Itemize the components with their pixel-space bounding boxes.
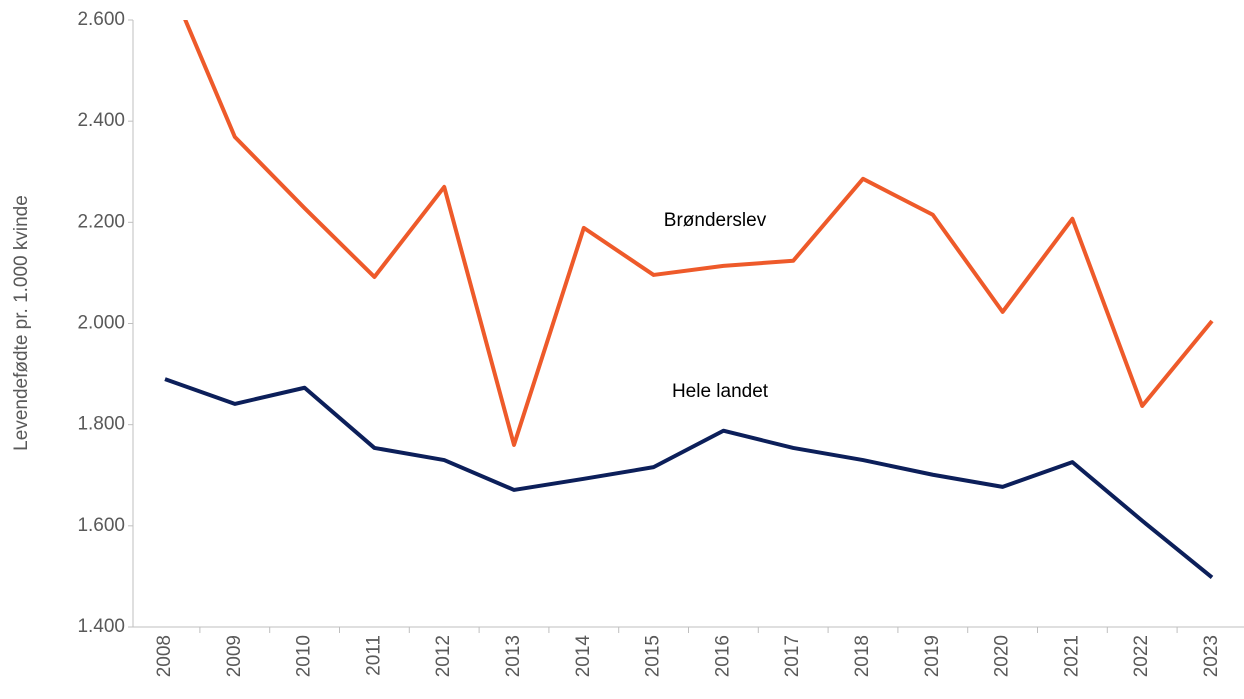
- y-tick-label: 2.400: [77, 110, 125, 131]
- y-tick-label: 1.400: [77, 616, 125, 637]
- x-tick-label: 2011: [363, 635, 384, 676]
- x-tick-label: 2013: [503, 635, 524, 677]
- series-line: [183, 20, 1214, 447]
- x-tick-label: 2022: [1131, 635, 1152, 677]
- y-tick-label: 2.000: [77, 313, 125, 334]
- x-tick-label: 2018: [852, 635, 873, 677]
- x-tick-label: 2017: [782, 635, 803, 677]
- plot-area: [164, 20, 1214, 579]
- y-axis-label: Levendefødte pr. 1.000 kvinde: [11, 195, 32, 451]
- series-label: Brønderslev: [664, 210, 767, 231]
- y-tick-label: 2.200: [77, 211, 125, 232]
- x-tick-label: 2020: [992, 635, 1013, 677]
- x-tick-label: 2008: [154, 635, 175, 677]
- x-tick-label: 2019: [922, 635, 943, 677]
- x-tick-label: 2012: [433, 635, 454, 677]
- y-tick-label: 1.800: [77, 414, 125, 435]
- y-tick-label: 1.600: [77, 515, 125, 536]
- x-tick-label: 2021: [1061, 635, 1082, 677]
- x-tick-label: 2023: [1201, 635, 1222, 677]
- x-tick-label: 2009: [224, 635, 245, 677]
- x-tick-label: 2015: [643, 635, 664, 677]
- series-line: [164, 377, 1214, 579]
- x-tick-label: 2014: [573, 635, 594, 678]
- series-label: Hele landet: [672, 381, 769, 402]
- x-tick-label: 2010: [294, 635, 315, 677]
- y-tick-label: 2.600: [77, 9, 125, 30]
- x-tick-label: 2016: [712, 635, 733, 677]
